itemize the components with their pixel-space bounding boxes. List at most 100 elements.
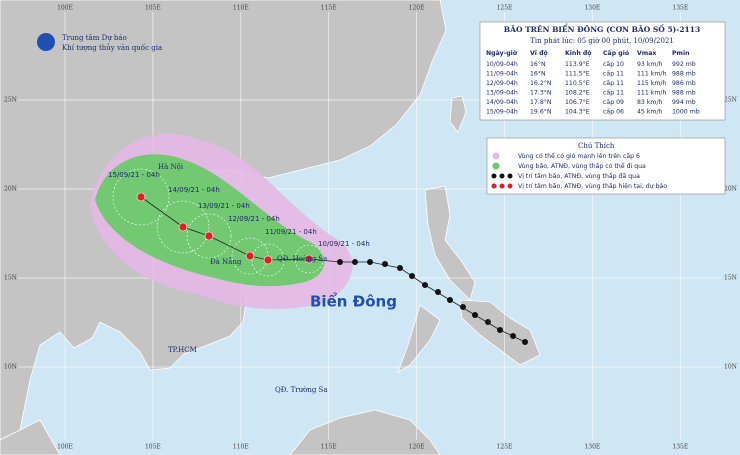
table-header: Cấp gió <box>603 49 629 57</box>
lon-label: 125E <box>497 5 513 12</box>
table-cell: 12/09-04h <box>486 80 518 87</box>
table-cell: 115 km/h <box>637 80 666 87</box>
legend-item: Vùng có thể có gió mạnh lên trên cấp 6 <box>518 151 640 160</box>
table-cell: 10/09-04h <box>486 61 518 68</box>
table-cell: cấp 09 <box>603 98 624 106</box>
track-label: 11/09/21 - 04h <box>265 228 317 236</box>
table-header: Kinh độ <box>565 49 592 57</box>
table-cell: 16°N <box>530 70 546 78</box>
logo-text: Khí tượng thủy văn quốc gia <box>62 43 162 52</box>
lon-label: 135E <box>672 444 688 451</box>
table-cell: 113.9°E <box>565 60 590 68</box>
table-cell: 16.2°N <box>530 79 552 87</box>
lat-label: 25N <box>4 97 17 104</box>
table-cell: 111.5°E <box>565 70 590 78</box>
table-cell: 994 mb <box>672 99 696 106</box>
lon-label: 115E <box>321 444 337 451</box>
track-label: 14/09/21 - 04h <box>168 186 220 194</box>
table-cell: cấp 11 <box>603 79 624 87</box>
table-cell: 106.7°E <box>565 98 590 106</box>
storm-path-zone <box>95 154 325 287</box>
table-cell: cấp 06 <box>603 108 624 116</box>
table-cell: 1000 mb <box>672 109 700 116</box>
legend-swatch <box>492 152 500 160</box>
table-header: Vĩ độ <box>530 49 548 57</box>
table-cell: 992 mb <box>672 61 696 68</box>
legend-title: Chú Thích <box>578 142 615 150</box>
lon-label: 100E <box>57 444 73 451</box>
place-label: QĐ. Trường Sa <box>275 386 328 394</box>
legend-swatch <box>491 173 513 179</box>
bulletin-issued: Tin phát lúc: 05 giờ 00 phút, 10/09/2021 <box>530 37 674 45</box>
track-label: 13/09/21 - 04h <box>198 202 250 210</box>
lon-label: 130E <box>584 5 600 12</box>
lon-label: 110E <box>233 5 249 12</box>
bulletin-table: Ngày-giờ Vĩ độ Kinh độ Cấp gió Vmax Pmin 10/09… <box>486 49 700 116</box>
table-cell: 988 mb <box>672 90 696 97</box>
lon-label: 135E <box>672 5 688 12</box>
table-cell: 11/09-04h <box>486 71 518 78</box>
logo-icon <box>37 33 55 51</box>
place-label: TP.HCM <box>168 346 197 354</box>
table-cell: 110.5°E <box>565 79 590 87</box>
place-label: QĐ. Hoàng Sa <box>277 254 327 263</box>
graticule: 100E 100E 105E 105E 110E 110E 115E 115E 120E 120E… <box>4 5 737 451</box>
sea-label: Biển Đông <box>310 292 397 311</box>
table-cell: 13/09-04h <box>486 90 518 97</box>
legend-swatch <box>492 162 500 170</box>
lon-label: 105E <box>145 444 161 451</box>
table-cell: 93 km/h <box>637 61 663 68</box>
table-cell: 111 km/h <box>637 71 666 78</box>
logo-text: Trung tâm Dự báo <box>62 34 127 42</box>
lon-label: 120E <box>409 5 425 12</box>
table-cell: 45 km/h <box>637 109 663 116</box>
table-cell: 111 km/h <box>637 90 666 97</box>
track-label: 10/09/21 - 04h <box>318 240 370 248</box>
lon-label: 100E <box>57 5 73 12</box>
table-header: Pmin <box>672 50 690 57</box>
table-cell: 15/09-04h <box>486 109 518 116</box>
legend-item: Vị trí tâm bão, ATNĐ, vùng thấp hiện tại… <box>518 182 667 190</box>
legend-swatch <box>491 183 513 189</box>
logo: Trung tâm Dự báo Khí tượng thủy văn quốc… <box>37 33 162 52</box>
forecast-positions <box>136 192 314 265</box>
table-cell: 17.3°N <box>530 89 552 97</box>
place-label: Hà Nội <box>158 162 184 171</box>
legend-item: Vị trí tâm bão, ATNĐ, vùng thấp đã qua <box>518 172 640 180</box>
table-cell: cấp 11 <box>603 70 624 78</box>
lon-label: 130E <box>584 444 600 451</box>
table-cell: 108.2°E <box>565 89 590 97</box>
lon-label: 115E <box>321 5 337 12</box>
lat-label: 15N <box>4 275 17 282</box>
lat-label: 20N <box>724 186 737 193</box>
table-cell: 988 mb <box>672 71 696 78</box>
legend-box <box>486 137 726 195</box>
lon-label: 125E <box>497 444 513 451</box>
bulletin-title: BÃO TRÊN BIỂN ĐÔNG (CƠN BÃO SỐ 5)-2113 <box>504 23 700 34</box>
track-label: 12/09/21 - 04h <box>228 215 280 223</box>
table-cell: cấp 11 <box>603 89 624 97</box>
table-cell: 104.3°E <box>565 108 590 116</box>
lat-label: 10N <box>724 364 737 371</box>
past-positions <box>337 259 528 345</box>
bulletin-box <box>479 21 726 121</box>
place-label: Đà Nẵng <box>210 257 242 266</box>
table-header: Vmax <box>637 50 656 57</box>
track-label: 15/09/21 - 04h <box>108 171 160 179</box>
lat-label: 15N <box>724 275 737 282</box>
table-cell: 17.8°N <box>530 98 552 106</box>
taiwan <box>449 95 467 133</box>
palawan <box>397 304 441 373</box>
lat-label: 10N <box>4 364 17 371</box>
table-cell: 83 km/h <box>637 99 663 106</box>
lat-label: 20N <box>4 186 17 193</box>
table-cell: 16°N <box>530 60 546 68</box>
borneo <box>289 409 441 455</box>
lat-label: 25N <box>724 97 737 104</box>
table-cell: 986 mb <box>672 80 696 87</box>
forecast-track <box>140 196 310 261</box>
table-cell: cấp 10 <box>603 60 624 68</box>
table-cell: 19.6°N <box>530 108 552 116</box>
peninsula <box>0 419 61 455</box>
